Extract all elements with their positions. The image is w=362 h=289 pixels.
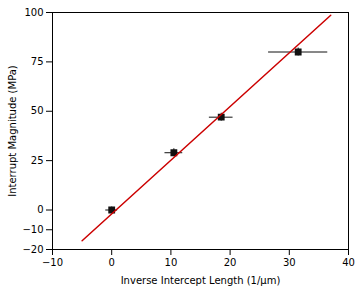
svg-text:0: 0 (109, 257, 115, 268)
svg-text:−10: −10 (22, 224, 43, 235)
svg-text:25: 25 (31, 155, 44, 166)
svg-text:−10: −10 (42, 257, 63, 268)
svg-text:40: 40 (342, 257, 355, 268)
svg-text:100: 100 (24, 7, 43, 18)
svg-text:50: 50 (31, 105, 44, 116)
svg-text:75: 75 (31, 56, 44, 67)
svg-text:30: 30 (283, 257, 296, 268)
svg-text:10: 10 (165, 257, 178, 268)
svg-text:Inverse Intercept Length (1/μm: Inverse Intercept Length (1/μm) (121, 275, 281, 286)
svg-text:−20: −20 (22, 244, 43, 255)
svg-text:Interrupt Magnitude (MPa): Interrupt Magnitude (MPa) (7, 65, 18, 197)
svg-text:20: 20 (224, 257, 237, 268)
svg-text:0: 0 (37, 204, 43, 215)
